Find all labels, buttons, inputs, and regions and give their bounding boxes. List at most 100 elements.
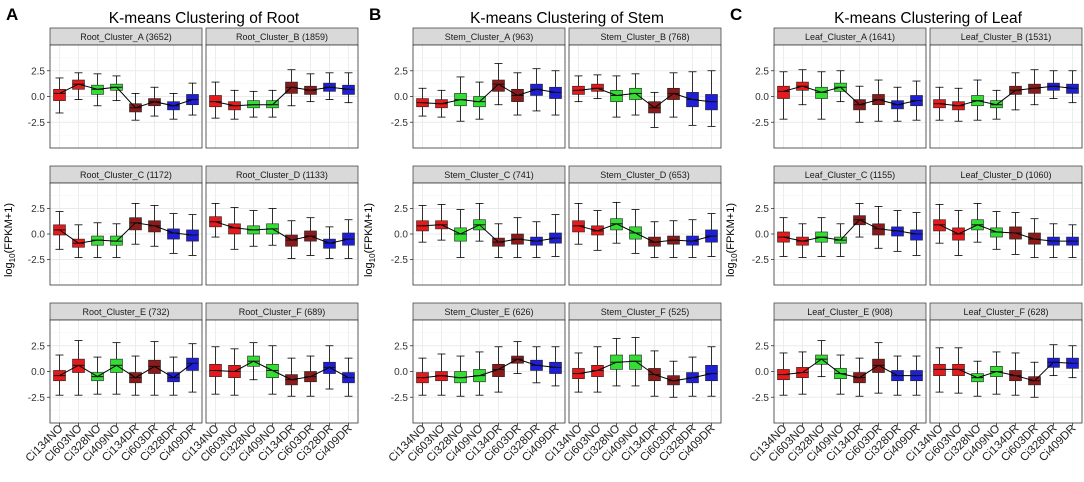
panel-border	[568, 319, 722, 424]
panel-group-c: C K-means Clustering of Leaf log10(FPKM+1)…	[725, 5, 1083, 465]
y-tick-label: 0.0	[394, 230, 408, 241]
facet-label: Leaf_Cluster_E (908)	[807, 307, 893, 317]
y-tick-label: 2.5	[394, 204, 408, 215]
y-tick-label: 2.5	[755, 204, 769, 215]
median-trend-line	[422, 83, 556, 105]
facet-label: Leaf_Cluster_F (628)	[963, 307, 1048, 317]
y-tick-label: 2.5	[31, 66, 45, 77]
median-trend-line	[783, 358, 917, 379]
panel-group-b: B K-means Clustering of Stem log10(FPKM+1)…	[363, 5, 722, 465]
box-Ci134DR	[285, 234, 298, 247]
box-Ci409DR	[705, 365, 718, 382]
box-Ci603NO	[591, 83, 604, 92]
box-Ci409DR	[549, 361, 562, 374]
box-Ci328NO	[91, 84, 104, 95]
facet-label: Stem_Cluster_D (653)	[600, 170, 690, 180]
box-Ci409DR	[910, 229, 923, 241]
panel-border	[568, 44, 722, 149]
y-tick-label: -2.5	[752, 255, 770, 266]
panel-border	[205, 319, 359, 424]
median-trend-line	[59, 362, 193, 379]
y-tick-label: -2.5	[391, 118, 409, 129]
y-tick-label: -2.5	[391, 393, 409, 404]
y-tick-label: 2.5	[394, 66, 408, 77]
y-axis-title: log10(FPKM+1)	[725, 203, 739, 277]
y-tick-label: 2.5	[755, 66, 769, 77]
y-tick-label: -2.5	[28, 255, 46, 266]
y-tick-label: 0.0	[394, 367, 408, 378]
panel-border	[205, 182, 359, 286]
y-tick-label: -2.5	[28, 393, 46, 404]
box-Ci134DR	[492, 79, 505, 92]
facet-label: Stem_Cluster_B (768)	[600, 32, 689, 42]
y-tick-label: 0.0	[31, 230, 45, 241]
box-Ci409NO	[629, 354, 642, 370]
y-tick-label: 2.5	[755, 341, 769, 352]
facet-label: Root_Cluster_C (1172)	[80, 170, 172, 180]
median-trend-line	[578, 360, 712, 382]
box-Ci409DR	[186, 229, 199, 242]
box-Ci409DR	[549, 86, 562, 99]
box-Ci409DR	[1066, 83, 1079, 94]
panel-border	[568, 182, 722, 286]
box-Cl603NO	[228, 223, 241, 235]
y-tick-label: -2.5	[752, 118, 770, 129]
y-axis-title-sub: 10	[8, 253, 17, 262]
facet-label: Leaf_Cluster_B (1531)	[961, 32, 1052, 42]
y-axis-title-log: log	[3, 262, 15, 277]
y-tick-label: 2.5	[31, 341, 45, 352]
box-Ci134NO	[53, 88, 66, 101]
y-tick-label: -2.5	[752, 393, 770, 404]
y-axis-title-sub: 10	[368, 253, 377, 262]
median-trend-line	[215, 360, 349, 381]
box-Ci134NO	[209, 95, 222, 108]
box-Ci328DR	[167, 228, 180, 240]
facet-label: Root_Cluster_E (732)	[82, 307, 169, 317]
box-Ci603DR	[148, 220, 161, 233]
facet-label: Leaf_Cluster_C (1155)	[805, 170, 895, 180]
y-axis-title: log10(FPKM+1)	[3, 203, 17, 277]
facet-label: Stem_Cluster_E (626)	[444, 307, 533, 317]
panel-border	[929, 319, 1083, 424]
median-trend-line	[939, 361, 1073, 382]
box-Ci134NO	[933, 363, 946, 376]
y-tick-label: 0.0	[31, 367, 45, 378]
median-trend-line	[783, 85, 917, 106]
box-Ci603NO	[952, 363, 965, 376]
facet-label: Stem_Cluster_A (963)	[445, 32, 534, 42]
y-axis-title-sub: 10	[730, 253, 739, 262]
y-axis-title-rest: (FPKM+1)	[363, 203, 375, 253]
y-tick-label: -2.5	[28, 118, 46, 129]
panel-border	[929, 44, 1083, 149]
y-tick-label: 0.0	[755, 367, 769, 378]
y-tick-label: -2.5	[391, 255, 409, 266]
panel-letter: C	[730, 5, 742, 24]
facet-label: Root_Cluster_F (689)	[239, 307, 326, 317]
panel-title: K-means Clustering of Root	[109, 10, 300, 27]
panel-group-a: A K-means Clustering of Root log10(FPKM+1)…	[3, 5, 359, 465]
facet-label: Root_Cluster_A (3652)	[80, 32, 172, 42]
facet-label: Root_Cluster_D (1133)	[236, 170, 328, 180]
y-tick-label: 2.5	[31, 204, 45, 215]
panel-border	[929, 182, 1083, 286]
y-tick-label: 0.0	[755, 230, 769, 241]
box-Ci134NO	[777, 85, 790, 99]
panel-title: K-means Clustering of Stem	[470, 10, 664, 27]
y-axis-title: log10(FPKM+1)	[363, 203, 377, 277]
y-axis-title-log: log	[363, 262, 375, 277]
y-tick-label: 0.0	[755, 92, 769, 103]
box-Ci134NO	[572, 220, 585, 233]
y-axis-title-log: log	[725, 262, 737, 277]
facet-label: Stem_Cluster_C (741)	[444, 170, 534, 180]
box-Ci409DR	[342, 84, 355, 95]
y-axis-title-rest: (FPKM+1)	[3, 203, 15, 253]
y-tick-label: 2.5	[394, 341, 408, 352]
panel-title: K-means Clustering of Leaf	[834, 10, 1023, 27]
y-tick-label: 0.0	[394, 92, 408, 103]
panel-letter: B	[369, 5, 381, 24]
median-trend-line	[578, 87, 712, 109]
facet-label: Leaf_Cluster_D (1060)	[960, 170, 1051, 180]
facet-label: Root_Cluster_B (1859)	[236, 32, 328, 42]
median-trend-line	[59, 83, 193, 109]
y-tick-label: 0.0	[31, 92, 45, 103]
